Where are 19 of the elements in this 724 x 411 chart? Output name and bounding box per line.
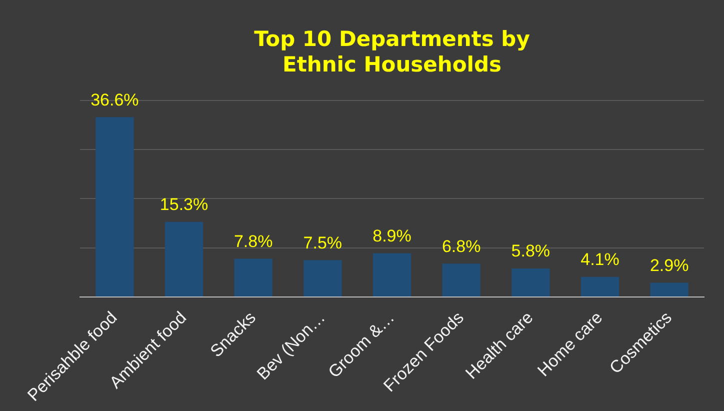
bar (372, 253, 412, 297)
data-label: 8.9% (372, 226, 412, 246)
bar (650, 282, 688, 297)
bar (304, 260, 342, 297)
data-label: 7.5% (303, 233, 342, 252)
data-label: 7.8% (234, 232, 273, 251)
bar (164, 222, 204, 297)
bar (512, 268, 550, 297)
data-label: 5.8% (511, 242, 550, 261)
bar (96, 117, 134, 297)
data-label: 15.3% (160, 195, 208, 214)
data-label: 4.1% (580, 250, 620, 270)
data-label: 2.9% (650, 256, 689, 275)
data-label: 6.8% (442, 236, 481, 256)
bar (580, 276, 620, 297)
bar (234, 258, 272, 297)
bar (442, 264, 480, 297)
data-label: 36.6% (90, 90, 139, 110)
chart-title: Top 10 Departments by Ethnic Households (254, 27, 530, 76)
